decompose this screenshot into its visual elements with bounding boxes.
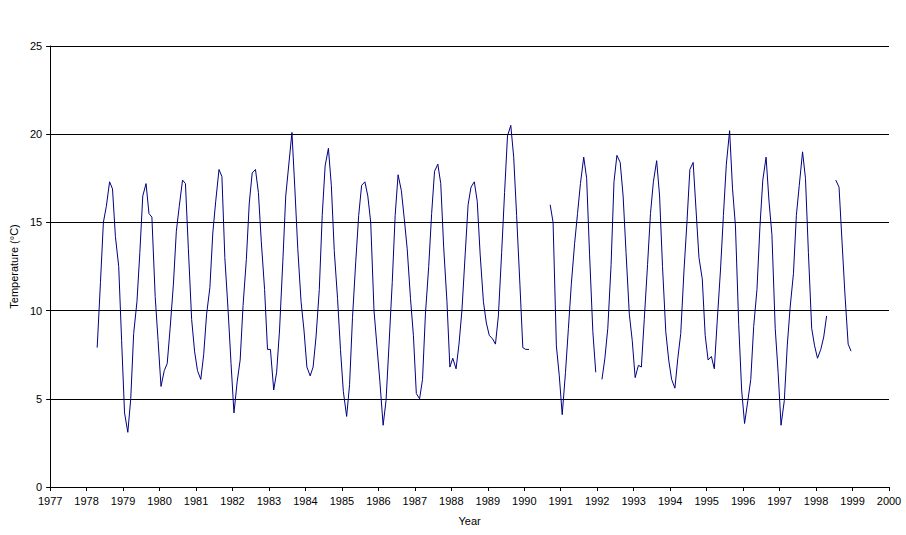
svg-text:1980: 1980 [147, 495, 171, 507]
svg-text:1988: 1988 [439, 495, 463, 507]
svg-text:1984: 1984 [293, 495, 317, 507]
svg-text:1986: 1986 [366, 495, 390, 507]
svg-text:1977: 1977 [38, 495, 62, 507]
svg-text:15: 15 [30, 216, 42, 228]
svg-text:2000: 2000 [877, 495, 901, 507]
svg-text:25: 25 [30, 40, 42, 52]
svg-text:1987: 1987 [403, 495, 427, 507]
svg-text:1993: 1993 [621, 495, 645, 507]
svg-text:1981: 1981 [184, 495, 208, 507]
svg-text:10: 10 [30, 305, 42, 317]
svg-text:Temperature (°C): Temperature (°C) [8, 224, 20, 308]
svg-text:1979: 1979 [111, 495, 135, 507]
svg-text:1983: 1983 [257, 495, 281, 507]
svg-text:1997: 1997 [767, 495, 791, 507]
svg-text:1999: 1999 [840, 495, 864, 507]
svg-text:1978: 1978 [74, 495, 98, 507]
svg-text:0: 0 [36, 481, 42, 493]
svg-text:1992: 1992 [585, 495, 609, 507]
svg-text:1990: 1990 [512, 495, 536, 507]
svg-text:1996: 1996 [731, 495, 755, 507]
svg-text:Year: Year [458, 515, 481, 527]
svg-text:1991: 1991 [549, 495, 573, 507]
svg-text:1982: 1982 [220, 495, 244, 507]
svg-text:5: 5 [36, 393, 42, 405]
svg-text:1994: 1994 [658, 495, 682, 507]
svg-text:1989: 1989 [476, 495, 500, 507]
svg-text:20: 20 [30, 128, 42, 140]
svg-text:1995: 1995 [694, 495, 718, 507]
svg-text:1985: 1985 [330, 495, 354, 507]
svg-text:1998: 1998 [804, 495, 828, 507]
